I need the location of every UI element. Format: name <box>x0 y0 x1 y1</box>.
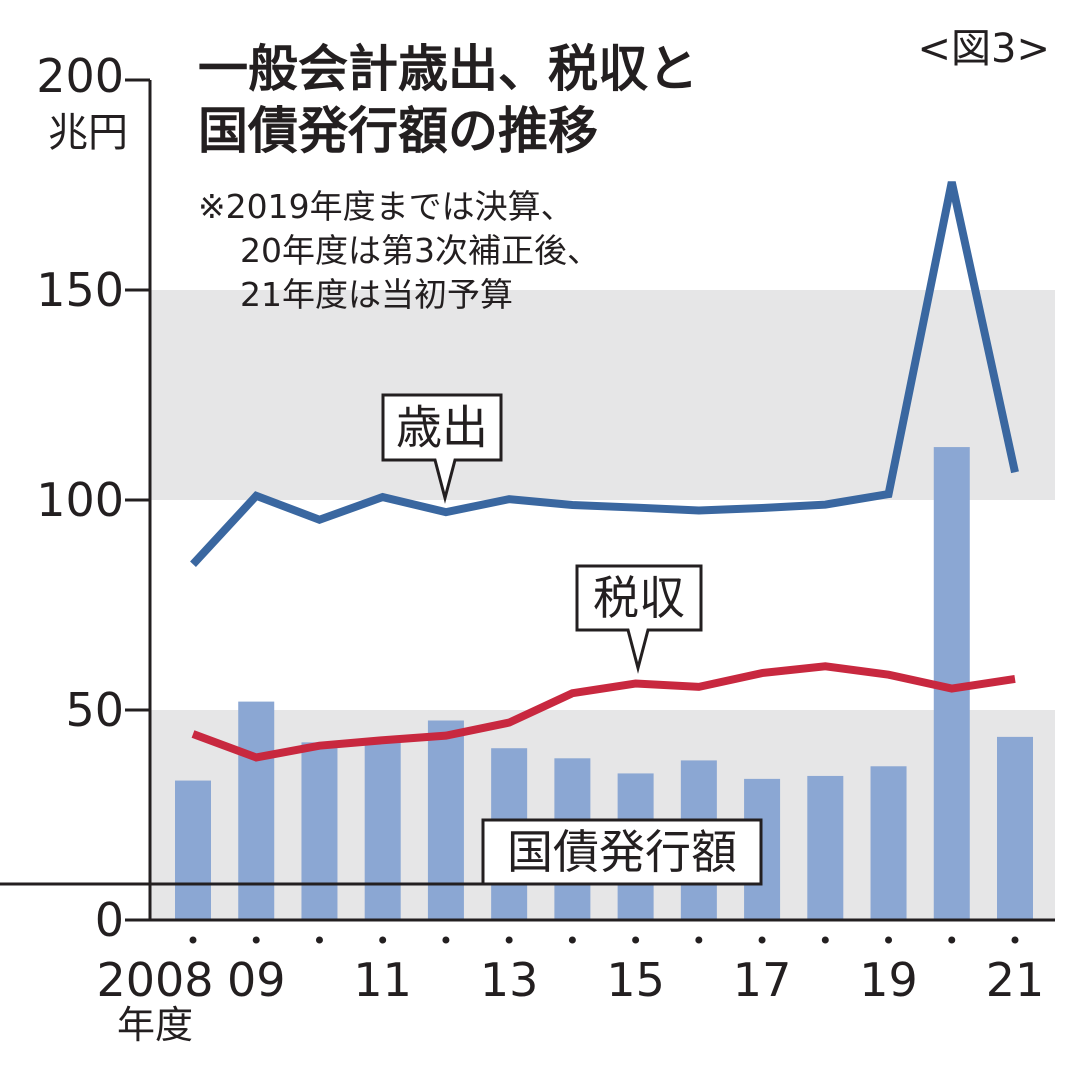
shaded-band <box>150 290 1055 500</box>
note-line-2: 20年度は第3次補正後、 <box>240 231 600 270</box>
y-tick-label-200: 200 <box>36 49 124 103</box>
x-axis-label: 年度 <box>117 1003 193 1047</box>
x-tick-dot <box>315 936 323 944</box>
y-tick-label-150: 150 <box>36 263 124 317</box>
chart-title-line-2: 国債発行額の推移 <box>198 102 598 160</box>
x-tick-label-2019: 19 <box>859 953 918 1007</box>
callout-expenditure-label: 歳出 <box>396 401 488 455</box>
note-line-3: 21年度は当初予算 <box>240 275 513 314</box>
x-tick-dot <box>379 936 387 944</box>
line-税収 <box>191 662 1016 762</box>
x-tick-dot <box>885 936 893 944</box>
bar-2010 <box>301 742 338 920</box>
callout-bonds-box <box>0 818 763 886</box>
bar-2011 <box>364 740 401 920</box>
x-tick-label-2021: 21 <box>986 953 1045 1007</box>
x-tick-label-2009: 09 <box>227 953 286 1007</box>
y-axis-unit: 兆円 <box>48 110 128 156</box>
x-tick-label-2013: 13 <box>480 953 539 1007</box>
callout-tax-box <box>575 564 703 674</box>
x-tick-dot <box>758 936 766 944</box>
bar-2009 <box>238 701 275 920</box>
x-tick-label-2015: 15 <box>606 953 665 1007</box>
bar-2012 <box>427 720 464 920</box>
x-tick-dot <box>189 936 197 944</box>
y-tick-label-0: 0 <box>95 893 124 947</box>
chart-title-line-1: 一般会計歳出、税収と <box>198 40 698 98</box>
x-tick-dot <box>948 936 956 944</box>
callout-bonds-label: 国債発行額 <box>507 825 737 879</box>
x-tick-dot <box>632 936 640 944</box>
x-tick-dot <box>695 936 703 944</box>
callout-expenditure-box <box>381 393 503 504</box>
x-tick-label-2008: 2008 <box>96 953 213 1007</box>
x-tick-label-2011: 11 <box>353 953 412 1007</box>
x-tick-dot <box>821 936 829 944</box>
x-tick-dot <box>1011 936 1019 944</box>
x-tick-label-2017: 17 <box>733 953 792 1007</box>
x-tick-dot <box>252 936 260 944</box>
x-tick-dot <box>505 936 513 944</box>
shaded-band <box>150 710 1055 920</box>
x-tick-dot <box>568 936 576 944</box>
x-tick-dot <box>442 936 450 944</box>
figure-label: <図3> <box>918 26 1050 72</box>
line-歳出 <box>190 181 1019 567</box>
note-line-1: ※2019年度までは決算、 <box>198 187 574 226</box>
bar-2008 <box>175 780 211 920</box>
bar-2019 <box>870 766 907 920</box>
y-tick-label-50: 50 <box>65 683 124 737</box>
bar-2018 <box>807 775 844 920</box>
callout-tax-label: 税収 <box>593 571 685 625</box>
y-tick-label-100: 100 <box>36 473 124 527</box>
bar-2021 <box>997 736 1033 920</box>
